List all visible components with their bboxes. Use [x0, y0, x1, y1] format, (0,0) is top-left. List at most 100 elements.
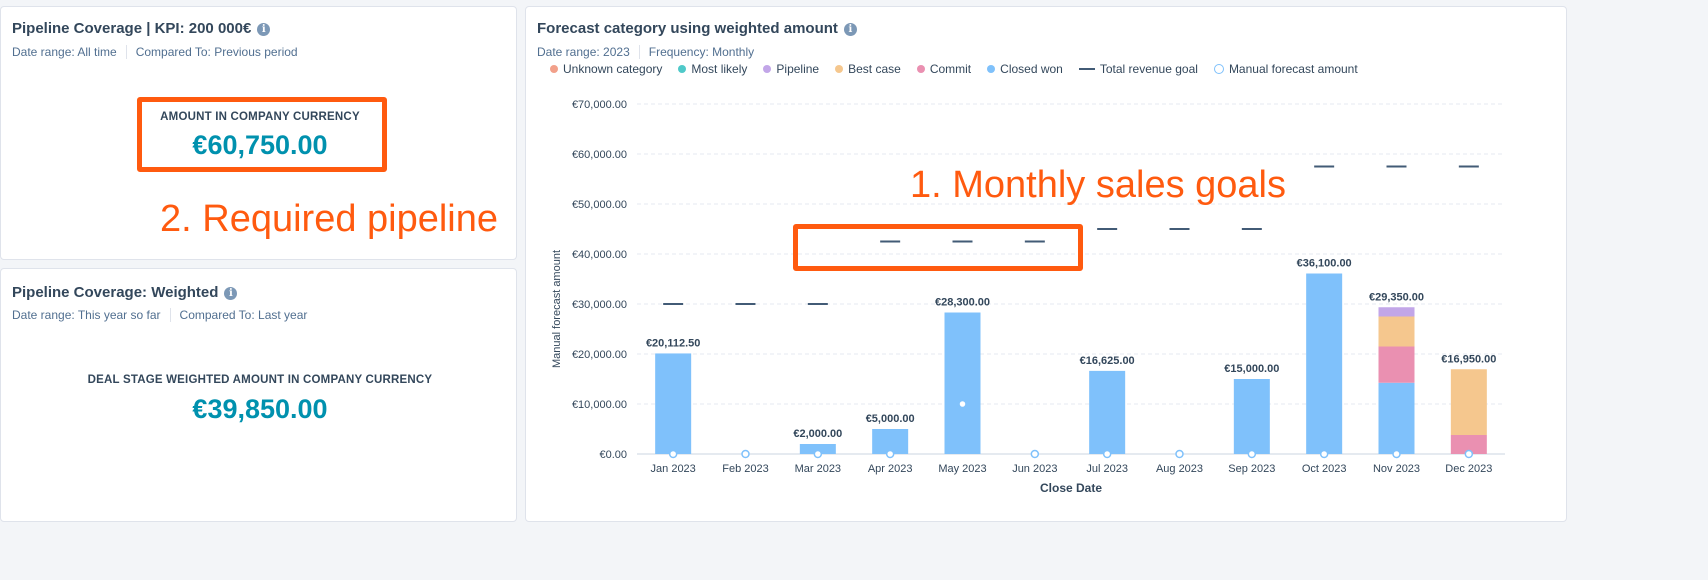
- legend-label: Closed won: [1000, 62, 1063, 76]
- x-tick-label: Jun 2023: [1012, 463, 1057, 475]
- pipeline-coverage-weighted-card[interactable]: [0, 268, 517, 522]
- y-tick-label: €50,000.00: [572, 199, 627, 211]
- bar-total-label: €2,000.00: [793, 428, 842, 440]
- bar-segment-closed-won: [1089, 370, 1126, 454]
- date-range[interactable]: Date range: 2023: [537, 45, 630, 59]
- chart-legend: Unknown category Most likely Pipeline Best …: [550, 62, 1358, 76]
- legend-label: Manual forecast amount: [1228, 62, 1358, 76]
- x-tick-label: Oct 2023: [1302, 463, 1347, 475]
- manual-forecast-point: [1247, 449, 1257, 459]
- frequency[interactable]: Frequency: Monthly: [638, 45, 763, 59]
- y-tick-label: €20,000.00: [572, 349, 627, 361]
- legend-item[interactable]: Unknown category: [550, 62, 662, 76]
- pipeline-coverage-kpi-card[interactable]: [0, 6, 517, 260]
- annotation-monthly-goals: 1. Monthly sales goals: [910, 164, 1286, 206]
- y-tick-label: €10,000.00: [572, 399, 627, 411]
- y-tick-label: €0.00: [599, 449, 627, 461]
- annotation-box-goals: [793, 224, 1083, 271]
- x-tick-label: Feb 2023: [722, 463, 768, 475]
- card-filters: Date range: All time Compared To: Previou…: [12, 45, 307, 59]
- legend-item[interactable]: Pipeline: [763, 62, 819, 76]
- legend-dot-icon: [550, 65, 558, 73]
- date-range[interactable]: Date range: This year so far: [12, 308, 161, 322]
- bar-segment-closed-won: [799, 444, 836, 454]
- bar-total-label: €5,000.00: [866, 413, 915, 425]
- bar-segment-closed-won: [1306, 273, 1343, 454]
- y-tick-label: €60,000.00: [572, 149, 627, 161]
- x-tick-label: Nov 2023: [1373, 463, 1420, 475]
- bar-total-label: €29,350.00: [1369, 291, 1424, 303]
- legend-item[interactable]: Best case: [835, 62, 901, 76]
- info-icon[interactable]: i: [257, 23, 271, 36]
- x-axis-label: Close Date: [1040, 481, 1102, 495]
- bar-segment-commit: [1450, 435, 1487, 454]
- bar-total-label: €15,000.00: [1224, 363, 1279, 375]
- annotation-box-kpi: [137, 97, 387, 172]
- manual-forecast-point: [1102, 449, 1112, 459]
- kpi-label: AMOUNT IN COMPANY CURRENCY: [160, 111, 360, 123]
- y-axis-label: Manual forecast amount: [551, 250, 563, 368]
- manual-forecast-point: [1030, 449, 1040, 459]
- manual-forecast-point: [813, 449, 823, 459]
- annotation-required-pipeline: 2. Required pipeline: [160, 198, 499, 240]
- legend-item[interactable]: Closed won: [987, 62, 1063, 76]
- chart-title: Forecast category using weighted amount i: [537, 20, 857, 37]
- manual-forecast-point: [1392, 449, 1401, 459]
- bar-segment-commit: [1378, 346, 1415, 383]
- legend-label: Commit: [929, 62, 972, 76]
- manual-forecast-point: [1175, 449, 1184, 459]
- info-icon[interactable]: i: [224, 287, 238, 300]
- date-range[interactable]: Date range: All time: [12, 45, 117, 59]
- legend-dot-icon: [1213, 64, 1224, 74]
- legend-item[interactable]: Commit: [916, 62, 972, 76]
- card-title: Pipeline Coverage: Weighted i: [12, 284, 238, 301]
- compared-to[interactable]: Compared To: Previous period: [125, 45, 307, 59]
- legend-label: Most likely: [691, 62, 748, 76]
- legend-dot-icon: [835, 65, 844, 73]
- info-icon[interactable]: i: [843, 23, 857, 36]
- bar-segment-closed-won: [1378, 382, 1415, 454]
- bar-total-label: €36,100.00: [1297, 258, 1352, 270]
- legend-dot-icon: [916, 65, 925, 73]
- kpi-value: €39,850.00: [192, 394, 328, 424]
- bar-segment-closed-won: [655, 353, 692, 454]
- y-tick-label: €30,000.00: [572, 299, 627, 311]
- legend-label: Unknown category: [563, 62, 663, 76]
- legend-item[interactable]: Most likely: [678, 62, 747, 76]
- legend-item[interactable]: Manual forecast amount: [1213, 62, 1358, 76]
- legend-item[interactable]: Total revenue goal: [1078, 62, 1198, 76]
- legend-line-icon: [1078, 68, 1095, 70]
- kpi-value: €60,750.00: [192, 130, 328, 160]
- x-tick-label: Apr 2023: [868, 463, 913, 475]
- x-tick-label: Jan 2023: [651, 463, 696, 475]
- legend-label: Total revenue goal: [1099, 62, 1198, 76]
- manual-forecast-point: [958, 399, 967, 409]
- x-tick-label: Dec 2023: [1445, 463, 1492, 475]
- y-tick-label: €40,000.00: [572, 249, 627, 261]
- kpi-label: DEAL STAGE WEIGHTED AMOUNT IN COMPANY CU…: [87, 374, 433, 386]
- bar-total-label: €16,625.00: [1080, 355, 1135, 367]
- manual-forecast-point: [668, 449, 678, 459]
- bar-segment-best-case: [1450, 369, 1487, 435]
- card-filters: Date range: This year so far Compared To:…: [12, 308, 316, 322]
- bar-total-label: €20,112.50: [646, 337, 700, 349]
- legend-dot-icon: [987, 65, 996, 73]
- x-tick-label: Sep 2023: [1228, 463, 1275, 475]
- x-tick-label: Mar 2023: [795, 463, 841, 475]
- manual-forecast-point: [741, 449, 750, 459]
- bar-total-label: €28,300.00: [935, 297, 990, 309]
- y-tick-label: €70,000.00: [572, 99, 627, 111]
- bar-segment-closed-won: [1233, 379, 1270, 454]
- legend-label: Best case: [848, 62, 901, 76]
- legend-dot-icon: [678, 65, 687, 73]
- bar-total-label: €16,950.00: [1441, 353, 1496, 365]
- x-tick-label: Jul 2023: [1086, 463, 1128, 475]
- manual-forecast-point: [1464, 449, 1474, 459]
- x-tick-label: Aug 2023: [1156, 463, 1203, 475]
- chart-filters: Date range: 2023 Frequency: Monthly: [537, 45, 763, 59]
- manual-forecast-point: [1319, 449, 1329, 459]
- legend-dot-icon: [763, 65, 772, 73]
- bar-segment-closed-won: [944, 312, 981, 454]
- compared-to[interactable]: Compared To: Last year: [169, 308, 317, 322]
